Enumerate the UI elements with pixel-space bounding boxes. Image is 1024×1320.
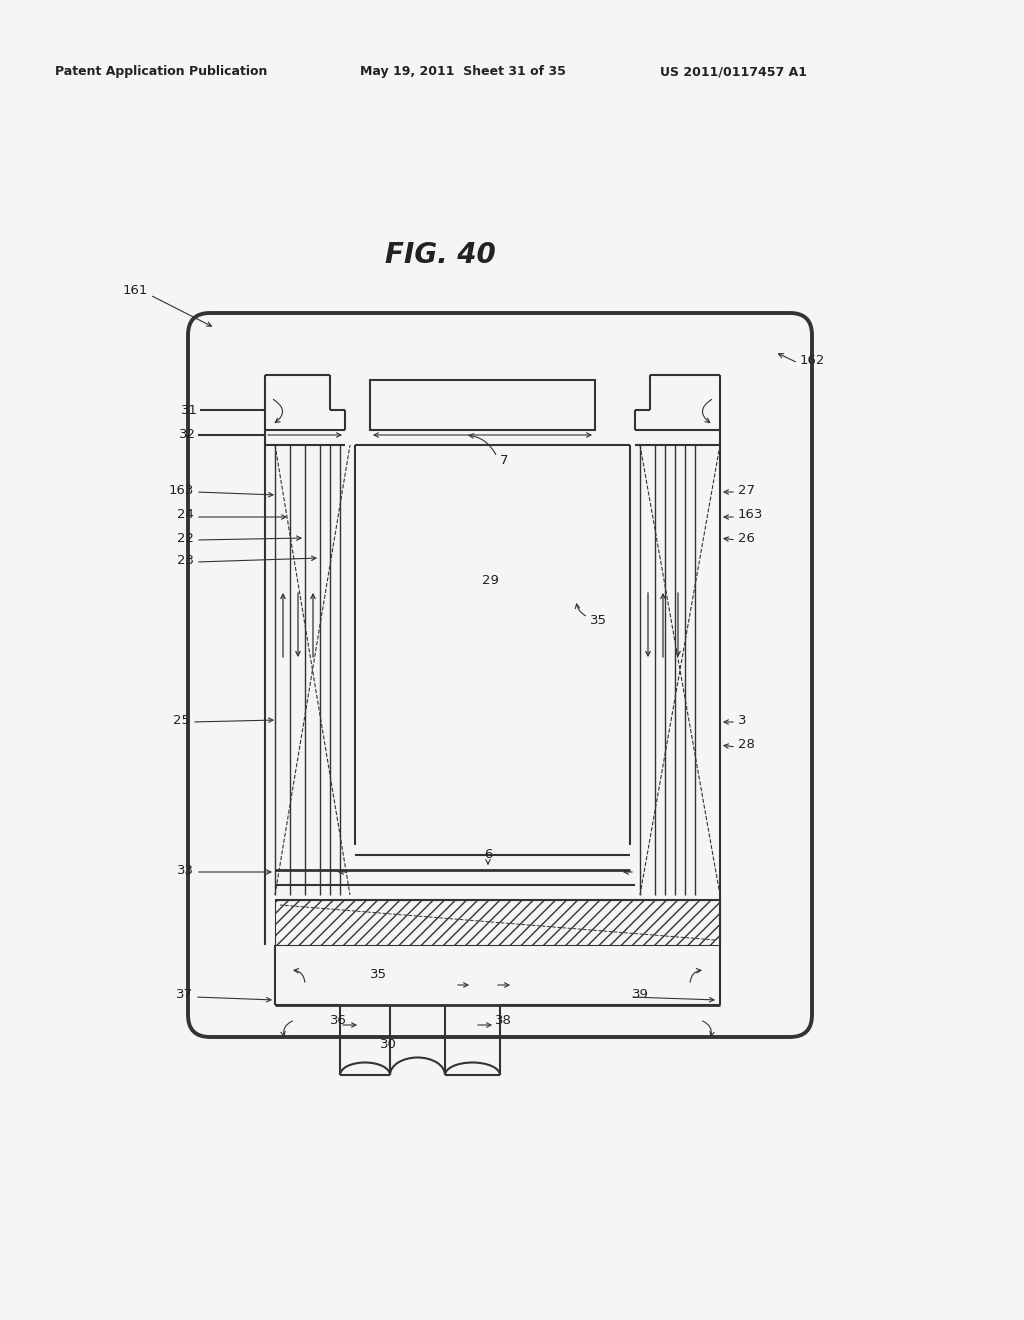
Text: FIG. 40: FIG. 40 [385,242,496,269]
Text: 25: 25 [173,714,190,726]
Text: 37: 37 [176,989,193,1002]
Text: 163: 163 [169,483,194,496]
Text: 29: 29 [481,573,499,586]
Text: 161: 161 [123,284,148,297]
Text: 36: 36 [330,1014,347,1027]
Text: 163: 163 [738,508,763,521]
Text: May 19, 2011  Sheet 31 of 35: May 19, 2011 Sheet 31 of 35 [360,66,566,78]
Text: 27: 27 [738,483,755,496]
Bar [275,900,720,945]
Text: 3: 3 [738,714,746,726]
Text: 31: 31 [181,404,198,417]
Text: 35: 35 [590,614,607,627]
Text: 162: 162 [800,354,825,367]
Text: 39: 39 [632,989,649,1002]
Text: 7: 7 [500,454,509,466]
Text: 22: 22 [177,532,194,544]
Text: 6: 6 [483,849,493,862]
Text: 23: 23 [177,553,194,566]
Text: 32: 32 [179,429,196,441]
Text: 28: 28 [738,738,755,751]
Bar [370,380,595,430]
Text: 38: 38 [495,1014,512,1027]
Text: 35: 35 [370,969,387,982]
Text: Patent Application Publication: Patent Application Publication [55,66,267,78]
Text: 30: 30 [380,1039,397,1052]
Text: 24: 24 [177,508,194,521]
Text: 26: 26 [738,532,755,544]
Text: US 2011/0117457 A1: US 2011/0117457 A1 [660,66,807,78]
Text: 33: 33 [177,863,194,876]
